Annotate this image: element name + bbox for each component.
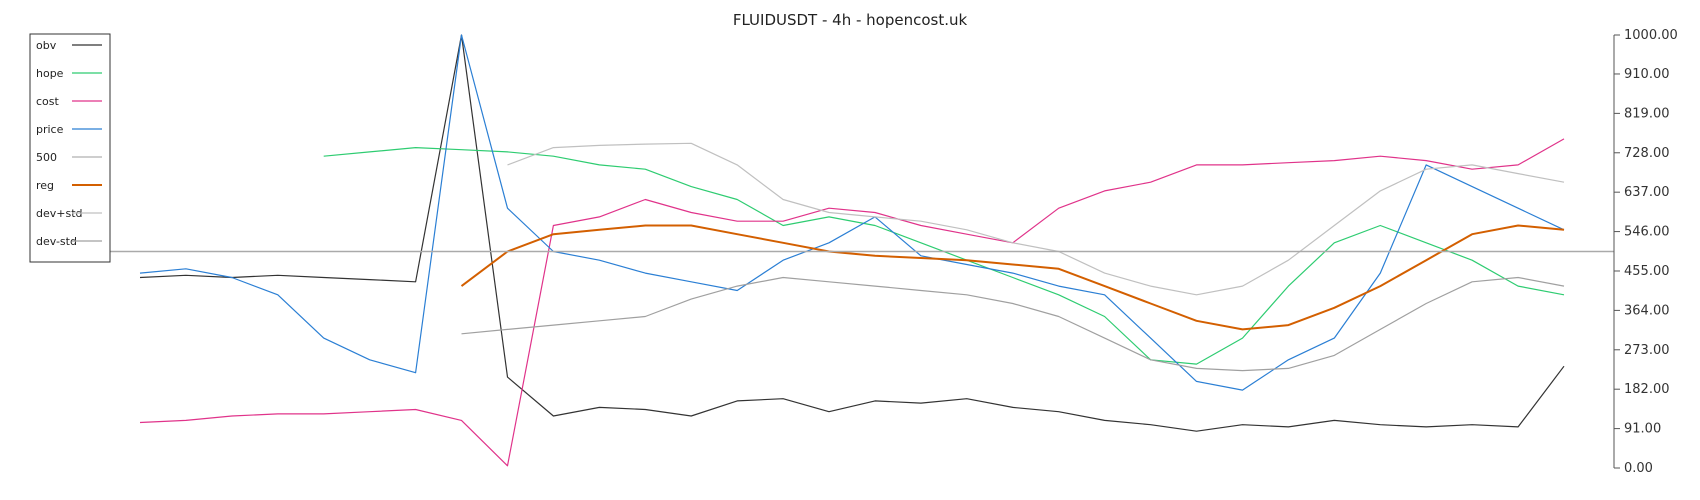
y-tick-label: 728.00 — [1624, 146, 1670, 161]
series-line-obv — [139, 34, 1565, 432]
y-tick-label: 91.00 — [1624, 422, 1661, 437]
series-line-reg — [460, 224, 1565, 331]
y-tick-label: 1000.00 — [1624, 28, 1678, 43]
series-line-hope — [323, 147, 1565, 365]
series-line-cost — [139, 138, 1565, 467]
legend-label: dev-std — [36, 235, 77, 248]
series-line-dev-std — [461, 276, 1565, 372]
plot-lines — [139, 34, 1565, 467]
y-tick-label: 819.00 — [1624, 106, 1670, 121]
legend-label: cost — [36, 95, 60, 108]
series-line-dev-std — [507, 142, 1565, 296]
y-axis-ticks: 1000.00 910.00 819.00 728.00 637.00 546.00 455… — [1614, 28, 1678, 476]
y-tick-label: 364.00 — [1624, 303, 1670, 318]
legend-label: hope — [36, 67, 64, 80]
chart-title: FLUIDUSDT - 4h - hopencost.uk — [733, 11, 968, 29]
legend-label: price — [36, 123, 64, 136]
y-tick-label: 182.00 — [1624, 382, 1670, 397]
series-line-price — [139, 34, 1565, 391]
y-tick-label: 637.00 — [1624, 185, 1670, 200]
legend-label: reg — [36, 179, 54, 192]
legend-box — [29, 33, 111, 263]
legend: obv hope cost price 500 reg dev+std dev-std — [29, 33, 111, 263]
y-tick-label: 546.00 — [1624, 225, 1670, 240]
y-tick-label: 273.00 — [1624, 343, 1670, 358]
y-tick-label: 910.00 — [1624, 67, 1670, 82]
y-tick-label: 455.00 — [1624, 264, 1670, 279]
legend-label: dev+std — [36, 207, 83, 220]
y-tick-label: 0.00 — [1624, 461, 1653, 476]
legend-label: obv — [36, 39, 57, 52]
legend-label: 500 — [36, 151, 57, 164]
